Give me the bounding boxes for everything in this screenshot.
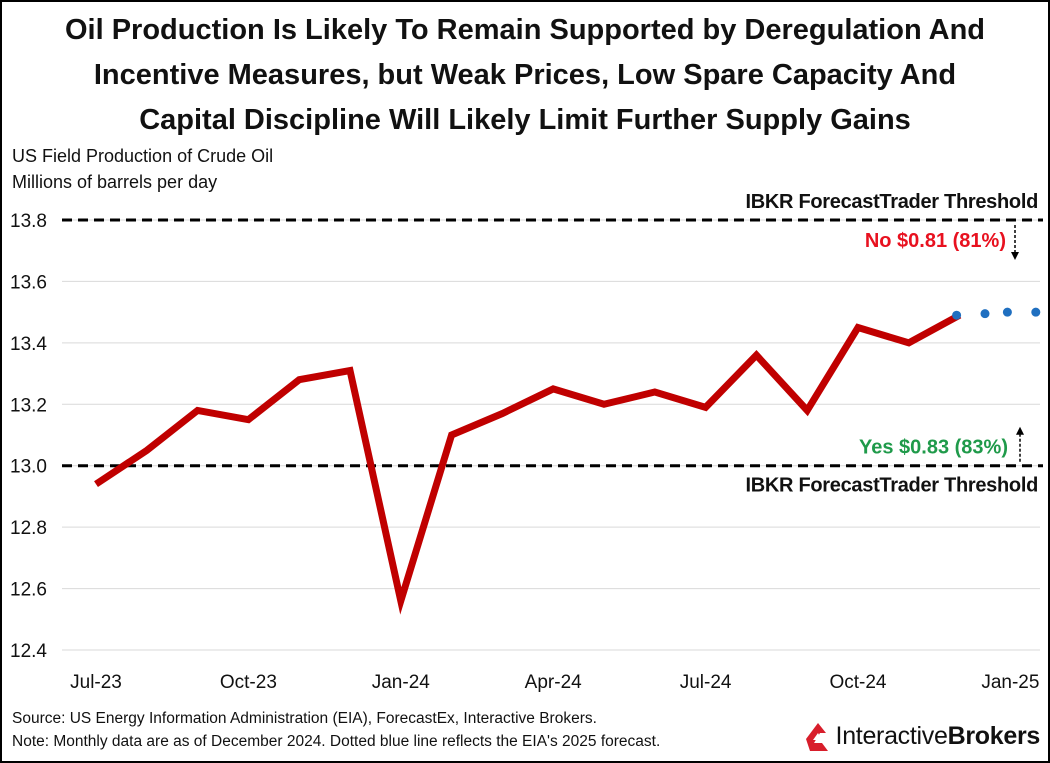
data-note: Note: Monthly data are as of December 20… [12, 733, 661, 750]
chart-units: Millions of barrels per day [12, 172, 218, 192]
title-line-3: Capital Discipline Will Likely Limit Fur… [139, 104, 911, 136]
up-arrowhead-icon [1016, 426, 1024, 435]
chart-title: Oil Production Is Likely To Remain Suppo… [0, 8, 1050, 143]
title-line-2: Incentive Measures, but Weak Prices, Low… [93, 59, 957, 91]
upper-threshold-label: IBKR ForecastTrader Threshold [746, 191, 1038, 213]
x-tick-label: Jan-24 [372, 672, 431, 693]
x-tick-label: Apr-24 [525, 672, 582, 693]
source-note: Source: US Energy Information Administra… [12, 710, 597, 727]
x-tick-label: Jul-24 [680, 672, 732, 693]
y-tick-label: 12.4 [10, 641, 47, 662]
forecast-data-point [952, 310, 962, 320]
chart-subtitle: US Field Production of Crude Oil [12, 146, 274, 166]
interactive-brokers-logo: InteractiveBrokers [804, 716, 1040, 756]
forecast-data-point [1002, 307, 1012, 317]
y-tick-label: 13.6 [10, 272, 47, 293]
y-tick-label: 12.6 [10, 580, 47, 601]
ib-logo-icon [805, 723, 828, 751]
y-tick-label: 13.2 [10, 395, 47, 416]
x-tick-label: Oct-24 [829, 672, 886, 693]
logo-wordmark: InteractiveBrokers [835, 721, 1041, 751]
lower-threshold-label: IBKR ForecastTrader Threshold [746, 475, 1038, 497]
y-tick-label: 13.0 [10, 457, 47, 478]
y-tick-label: 12.8 [10, 518, 47, 539]
no-price-label: No $0.81 (81%) [865, 230, 1006, 252]
actual-production-line [94, 312, 962, 615]
logo-part-1: Interactive [835, 721, 948, 750]
y-tick-label: 13.8 [10, 211, 47, 232]
title-line-1: Oil Production Is Likely To Remain Suppo… [64, 14, 986, 46]
y-tick-label: 13.4 [10, 334, 47, 355]
forecast-dot [1031, 307, 1041, 317]
x-tick-label: Oct-23 [220, 672, 277, 693]
logo-part-2: Brokers [947, 721, 1041, 750]
x-tick-label: Jan-25 [981, 672, 1039, 693]
x-tick-label: Jul-23 [70, 672, 122, 693]
down-arrowhead-icon [1011, 252, 1019, 260]
forecast-dot [980, 309, 990, 319]
yes-price-label: Yes $0.83 (83%) [859, 437, 1008, 459]
